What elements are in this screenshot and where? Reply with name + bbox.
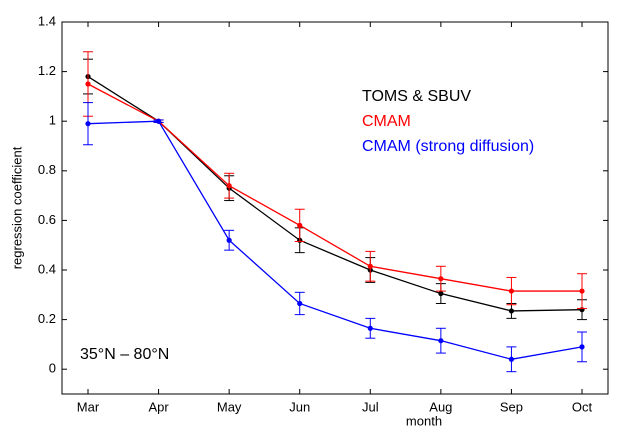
series-line (87, 83, 582, 292)
x-tick-label: Sep (500, 399, 523, 414)
y-tick-label: 0.4 (38, 261, 56, 276)
point (367, 325, 373, 331)
point (155, 118, 162, 124)
y-tick-label: 0 (49, 361, 56, 376)
point (579, 344, 585, 350)
point (508, 308, 515, 314)
point (85, 81, 91, 87)
legend-entry: CMAM (362, 113, 411, 130)
point (297, 222, 303, 228)
point (297, 300, 303, 307)
y-tick-label: 0.2 (38, 311, 56, 326)
y-tick-label: 1 (49, 113, 56, 128)
point (438, 276, 444, 282)
x-tick-label: Apr (148, 399, 169, 414)
point (226, 183, 232, 189)
x-axis-label: month (406, 413, 442, 428)
legend-entry: TOMS & SBUV (362, 88, 471, 105)
series-line (87, 76, 583, 312)
series-line (87, 120, 583, 360)
x-tick-label: Oct (572, 399, 593, 414)
y-axis-label: regression coefficient (9, 146, 24, 269)
x-tick-label: Mar (77, 399, 100, 414)
x-tick-label: May (217, 399, 242, 414)
point (508, 356, 515, 362)
point (367, 263, 373, 269)
y-tick-label: 1.2 (38, 63, 56, 78)
y-tick-label: 0.8 (38, 162, 56, 177)
y-tick-label: 1.4 (38, 13, 56, 28)
y-tick-label: 0.6 (38, 212, 56, 227)
plot-frame (61, 21, 609, 395)
x-tick-label: Jul (362, 399, 379, 414)
legend-entry: CMAM (strong diffusion) (362, 138, 534, 155)
point (438, 290, 444, 297)
point (579, 288, 585, 294)
x-tick-label: Aug (429, 399, 452, 414)
point (438, 338, 444, 344)
point (508, 288, 515, 294)
annotation: 35°N – 80°N (80, 346, 169, 363)
point (85, 121, 91, 127)
point (226, 237, 232, 243)
x-tick-label: Jun (289, 399, 310, 414)
